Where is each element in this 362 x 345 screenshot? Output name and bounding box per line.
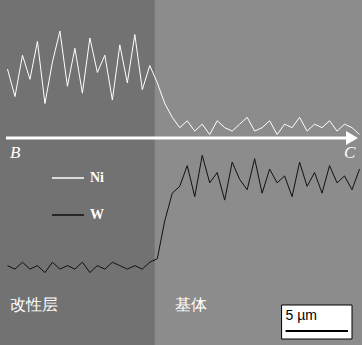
svg-text:基体: 基体 bbox=[175, 295, 207, 314]
svg-text:C: C bbox=[344, 143, 356, 162]
svg-text:5 µm: 5 µm bbox=[286, 307, 317, 323]
svg-text:B: B bbox=[10, 143, 21, 162]
svg-text:Ni: Ni bbox=[90, 170, 104, 185]
svg-text:改性层: 改性层 bbox=[10, 295, 58, 314]
svg-text:W: W bbox=[90, 207, 104, 222]
